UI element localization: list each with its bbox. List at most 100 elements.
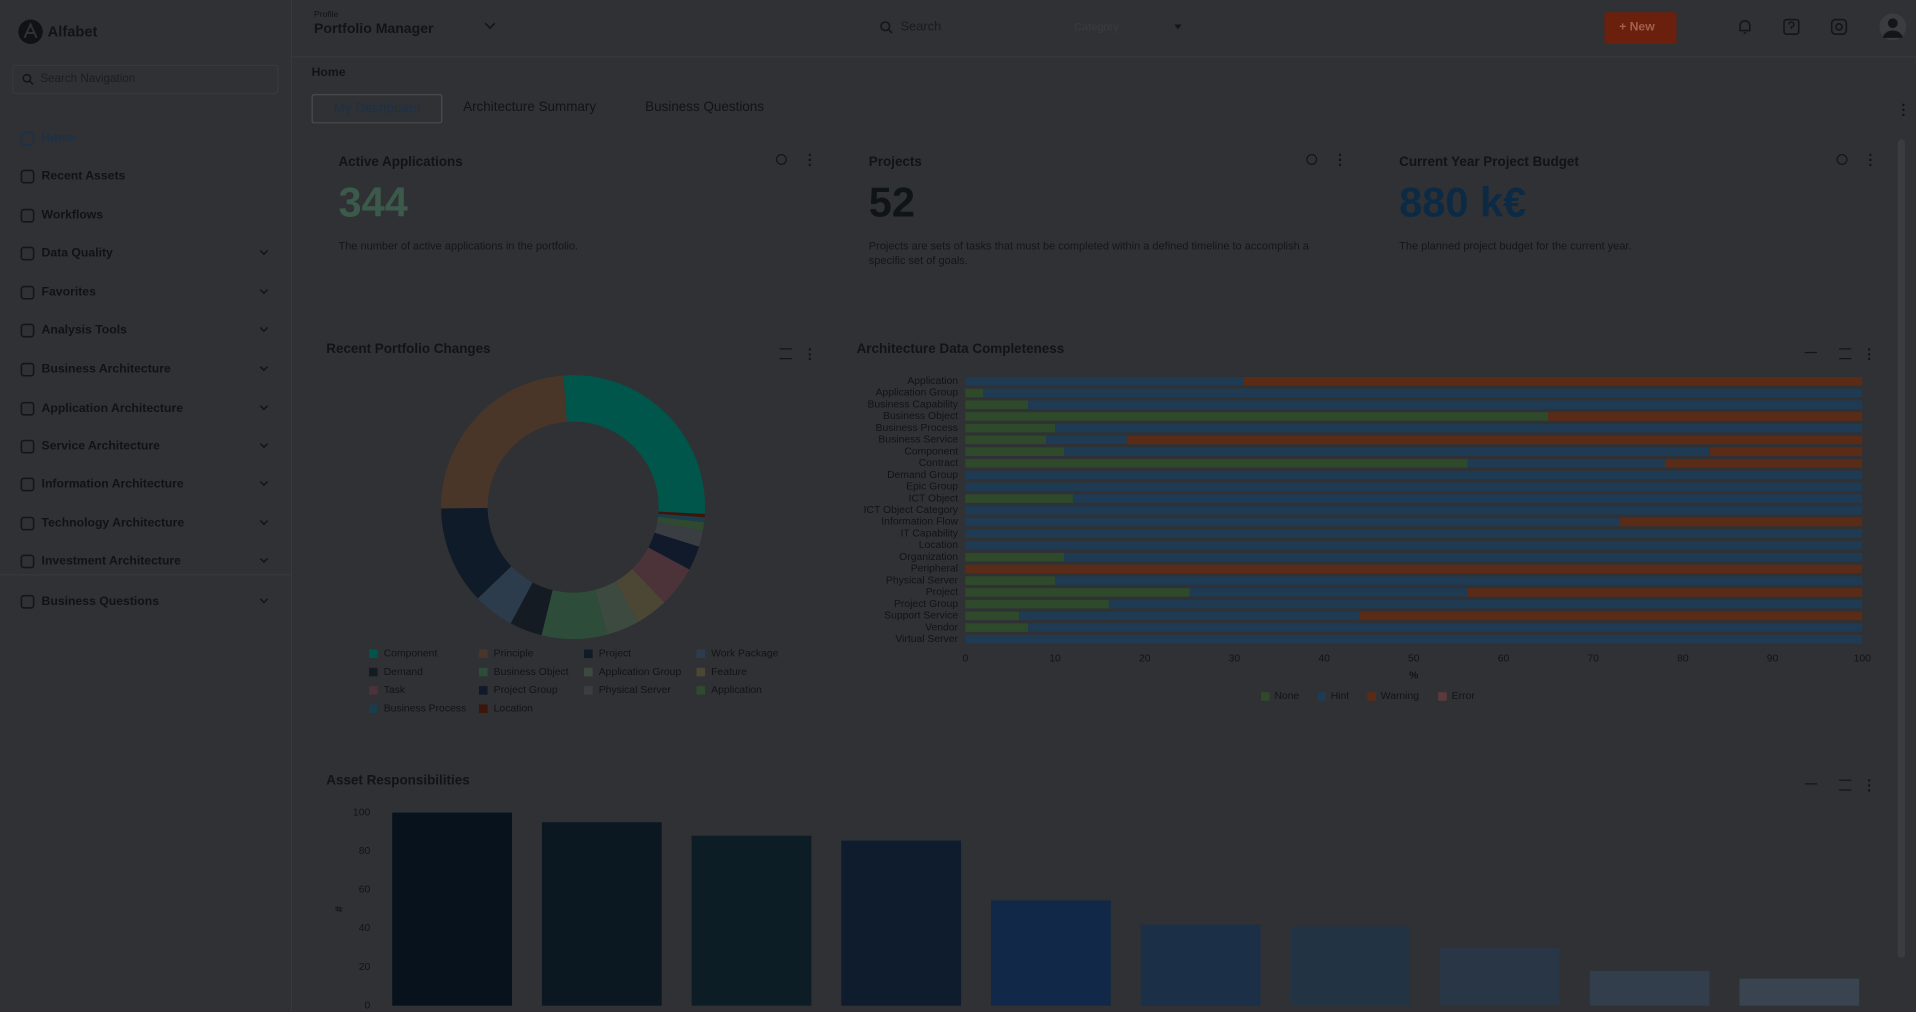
- y-tick-label: Epic Group: [906, 482, 958, 493]
- bar-segment: [965, 611, 1020, 621]
- breadcrumb[interactable]: Home: [311, 65, 346, 80]
- legend-label: Warning: [1381, 691, 1419, 702]
- nav-item[interactable]: Technology Architecture: [0, 508, 291, 540]
- profile-select[interactable]: Portfolio Manager: [314, 21, 434, 37]
- nav-item[interactable]: Recent Assets: [0, 161, 291, 193]
- donut-slice: [441, 508, 512, 599]
- legend-label: Principle: [494, 648, 534, 659]
- help-icon[interactable]: [1783, 18, 1800, 36]
- kpi-value: 880 k€: [1399, 179, 1527, 227]
- bar-segment: [965, 494, 1073, 503]
- chevron: [259, 443, 269, 449]
- refresh-icon[interactable]: [1836, 153, 1848, 165]
- legend-swatch: [1317, 692, 1326, 701]
- y-tick-label: IT Capability: [901, 528, 959, 539]
- refresh-icon[interactable]: [1306, 153, 1318, 165]
- x-tick-label: 100: [1854, 653, 1872, 664]
- x-tick-label: 40: [1318, 653, 1330, 664]
- legend-label: Business Process: [384, 703, 466, 714]
- scrollbar[interactable]: [1897, 139, 1906, 959]
- nav-label: Data Quality: [41, 246, 113, 261]
- nav-icon: [20, 285, 35, 300]
- bar-segment: [1055, 576, 1863, 585]
- more-icon[interactable]: · · ·: [807, 340, 813, 368]
- legend-swatch: [479, 667, 488, 677]
- nav-label: Application Architecture: [41, 402, 184, 416]
- bar-segment: [1664, 459, 1863, 468]
- more-icon[interactable]: · · ·: [1901, 96, 1907, 124]
- legend-swatch: [696, 649, 706, 659]
- y-tick-label: 80: [359, 846, 371, 857]
- nav-search[interactable]: Search Navigation: [12, 64, 279, 95]
- bar-segment: [1467, 459, 1665, 468]
- bar-segment: [1019, 611, 1360, 621]
- y-tick-label: Peripheral: [911, 564, 958, 575]
- nav-item[interactable]: Business Questions: [0, 587, 291, 619]
- bar-segment: [965, 470, 1863, 480]
- legend-swatch: [369, 686, 378, 695]
- legend-label: None: [1274, 691, 1299, 702]
- nav-item[interactable]: Data Quality: [0, 238, 291, 270]
- kpi-title: Current Year Project Budget: [1399, 155, 1579, 170]
- logo: [18, 19, 43, 44]
- legend-label: Location: [494, 703, 533, 714]
- y-tick-label: Virtual Server: [895, 634, 958, 645]
- y-tick-label: Support Service: [884, 611, 958, 622]
- list-icon[interactable]: [1839, 348, 1852, 360]
- nav-item[interactable]: Home: [0, 123, 291, 155]
- y-tick-label: ICT Object: [909, 493, 959, 504]
- nav-item[interactable]: Favorites: [0, 277, 291, 309]
- tab-selected[interactable]: My Dashboard: [311, 94, 443, 124]
- nav-item[interactable]: Business Architecture: [0, 354, 291, 386]
- search-icon: [22, 73, 34, 85]
- bar-segment: [1028, 623, 1863, 632]
- filter-icon[interactable]: [1804, 783, 1818, 789]
- legend-swatch: [696, 686, 706, 695]
- chevron: [259, 249, 269, 256]
- avatar[interactable]: [1879, 13, 1907, 41]
- y-tick-label: Organization: [899, 552, 958, 563]
- nav-item[interactable]: Application Architecture: [0, 393, 291, 425]
- more-icon[interactable]: · · ·: [1867, 340, 1873, 368]
- settings-icon[interactable]: [1830, 18, 1848, 36]
- y-tick-label: Business Process: [876, 423, 958, 434]
- nav-item[interactable]: Investment Architecture: [0, 546, 291, 578]
- donut-slice: [632, 547, 690, 603]
- nav-label: Technology Architecture: [41, 516, 185, 531]
- more-icon[interactable]: · · ·: [1338, 146, 1343, 174]
- kpi-value: 344: [338, 179, 408, 227]
- y-tick-label: 20: [359, 962, 371, 973]
- tab[interactable]: Architecture Summary: [463, 100, 597, 115]
- chevron: [259, 326, 269, 333]
- filter-icon[interactable]: [1804, 351, 1818, 358]
- refresh-icon[interactable]: [775, 153, 787, 165]
- y-tick-label: Information Flow: [881, 517, 958, 528]
- y-tick-label: Physical Server: [886, 575, 959, 586]
- notifications-icon[interactable]: [1736, 18, 1753, 35]
- legend-label: Business Object: [494, 667, 569, 678]
- nav-item[interactable]: Analysis Tools: [0, 315, 291, 347]
- nav-item[interactable]: Service Architecture: [0, 431, 291, 463]
- more-icon[interactable]: · · ·: [807, 146, 813, 174]
- nav-icon: [20, 362, 35, 377]
- nav-item[interactable]: Information Architecture: [0, 469, 291, 501]
- nav-item[interactable]: Workflows: [0, 200, 291, 232]
- list-icon[interactable]: [1839, 779, 1852, 791]
- bar: [1140, 924, 1261, 1006]
- list-icon[interactable]: [779, 348, 792, 360]
- tab[interactable]: Business Questions: [645, 100, 764, 115]
- more-icon[interactable]: · · ·: [1867, 772, 1873, 800]
- bar: [392, 812, 512, 1006]
- y-tick-label: Component: [904, 446, 958, 457]
- nav-label: Business Questions: [41, 595, 160, 609]
- bar-segment: [965, 588, 1190, 597]
- bar-segment: [1709, 447, 1863, 456]
- header-divider: [290, 56, 1916, 58]
- bar-segment: [965, 623, 1029, 632]
- global-search[interactable]: Search Category: [870, 13, 1190, 40]
- legend-label: Application: [711, 685, 762, 696]
- new-button[interactable]: + New: [1604, 12, 1677, 44]
- more-icon[interactable]: · · ·: [1868, 146, 1874, 174]
- category-placeholder[interactable]: Category: [1074, 20, 1119, 33]
